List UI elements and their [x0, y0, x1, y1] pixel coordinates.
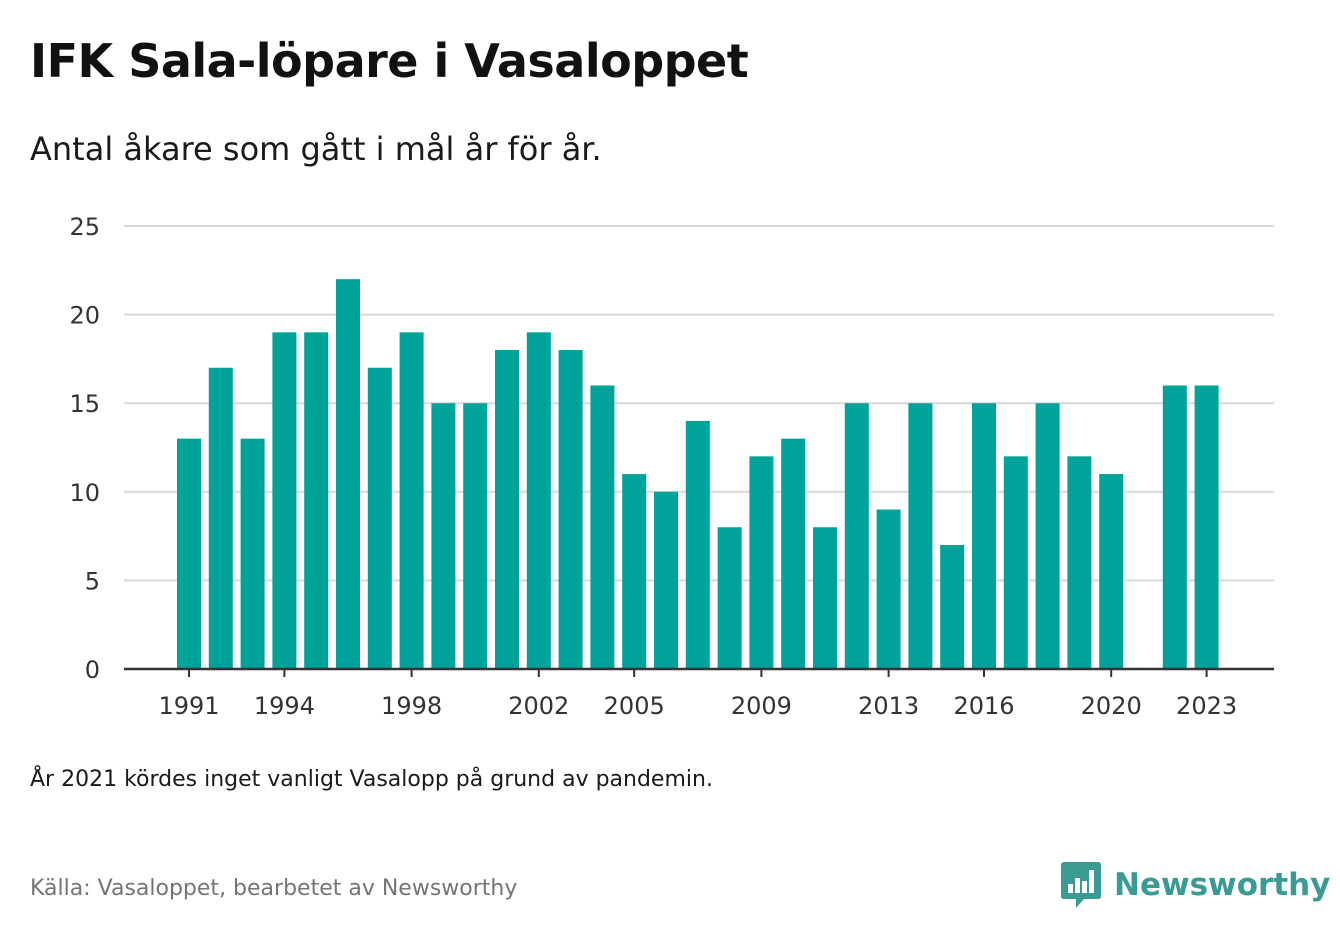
bar-1996 [336, 279, 360, 669]
y-tick-label: 15 [69, 390, 100, 418]
bar-1994 [272, 332, 297, 669]
x-tick-label: 2005 [604, 692, 665, 720]
bar-2005 [622, 474, 647, 669]
bar-1999 [431, 403, 456, 669]
bar-1995 [304, 332, 329, 669]
x-tick-label: 2009 [731, 692, 792, 720]
newsworthy-bar-chart-icon [1061, 862, 1101, 908]
bar-2022 [1162, 385, 1187, 669]
bar-2006 [654, 491, 678, 669]
bar-2019 [1067, 456, 1092, 669]
bar-2014 [908, 403, 933, 669]
bar-2011 [813, 527, 837, 669]
bar-2015 [940, 544, 965, 669]
bar-2007 [685, 420, 710, 669]
footnote: År 2021 kördes inget vanligt Vasalopp på… [30, 767, 713, 792]
bar-2017 [1003, 456, 1028, 669]
y-tick-label: 20 [69, 302, 100, 330]
y-tick-label: 10 [69, 479, 100, 507]
bar-2003 [558, 350, 583, 669]
bar-2004 [590, 385, 615, 669]
chart-title: IFK Sala-löpare i Vasaloppet [30, 34, 749, 88]
bar-2002 [526, 332, 551, 669]
bars [177, 279, 1219, 669]
chart-subtitle: Antal åkare som gått i mål år för år. [30, 130, 602, 168]
newsworthy-logo[interactable]: Newsworthy [1060, 860, 1330, 910]
x-tick-label: 2002 [508, 692, 569, 720]
x-tick-label: 2023 [1176, 692, 1237, 720]
y-tick-label: 25 [69, 213, 100, 241]
bar-2012 [844, 403, 869, 669]
bar-2016 [972, 403, 996, 669]
x-tick-label: 1998 [381, 692, 442, 720]
x-tick-label: 2016 [953, 692, 1014, 720]
x-tick-label: 2020 [1081, 692, 1142, 720]
bar-chart: 0 5 10 15 20 25 1991 1994 1998 2002 2005 2009 2013 20… [69, 213, 1274, 720]
bar-1993 [240, 438, 265, 669]
bar-1991 [177, 438, 201, 669]
bar-2000 [463, 403, 488, 669]
bar-1998 [399, 332, 424, 669]
bar-2018 [1035, 403, 1060, 669]
x-tick-label: 1994 [254, 692, 315, 720]
x-tick-label: 1991 [158, 692, 219, 720]
x-tick-label: 2013 [858, 692, 919, 720]
axes: 0 5 10 15 20 25 1991 1994 1998 2002 2005 2009 2013 20… [69, 213, 1274, 720]
bar-2008 [717, 527, 742, 669]
bar-2013 [876, 509, 901, 669]
bar-2009 [749, 456, 774, 669]
source-credit: Källa: Vasaloppet, bearbetet av Newswort… [30, 876, 518, 901]
y-tick-label: 0 [85, 656, 100, 684]
bar-2020 [1099, 474, 1124, 669]
bar-1992 [208, 367, 233, 669]
newsworthy-logo-text: Newsworthy [1114, 867, 1331, 903]
bar-2001 [495, 350, 519, 669]
bar-2010 [781, 438, 806, 669]
bar-2023 [1194, 385, 1219, 669]
y-tick-label: 5 [85, 567, 100, 595]
bar-1997 [367, 367, 392, 669]
